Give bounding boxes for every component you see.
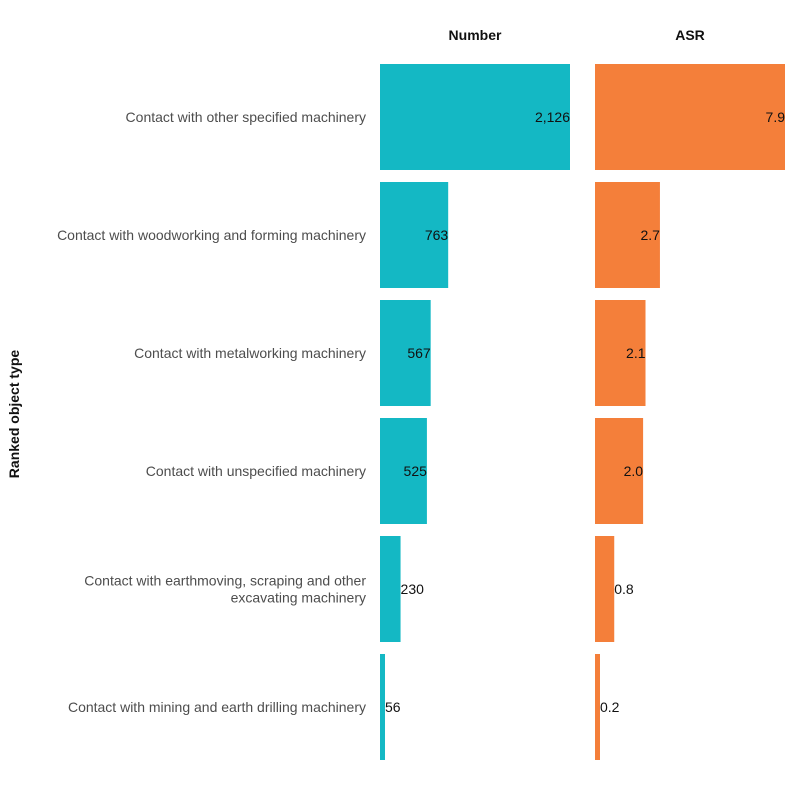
data-label: 230 <box>401 581 425 597</box>
data-label: 2,126 <box>535 109 570 125</box>
bar <box>380 418 427 524</box>
category-label-line: Contact with woodworking and forming mac… <box>57 227 366 243</box>
data-label: 2.0 <box>624 463 644 479</box>
data-label: 7.9 <box>766 109 786 125</box>
category-label-line: Contact with earthmoving, scraping and o… <box>84 573 366 589</box>
category-label: Contact with other specified machinery <box>126 109 366 125</box>
category-label: Contact with metalworking machinery <box>134 345 366 361</box>
bar <box>380 300 431 406</box>
category-label: Contact with mining and earth drilling m… <box>68 699 366 715</box>
bar <box>380 654 386 760</box>
category-label-line: excavating machinery <box>231 590 366 606</box>
category-label: Contact with woodworking and forming mac… <box>57 227 366 243</box>
panel-number: Number 2,126 763 567 525 230 56 <box>380 27 570 760</box>
category-label-line: Contact with other specified machinery <box>126 109 366 125</box>
panel-title: Number <box>449 27 502 43</box>
panel-title: ASR <box>675 27 705 43</box>
category-label-line: Contact with mining and earth drilling m… <box>68 699 366 715</box>
data-label: 567 <box>407 345 431 361</box>
data-label: 763 <box>425 227 449 243</box>
bar <box>595 418 644 524</box>
y-axis-title: Ranked object type <box>6 350 22 479</box>
data-label: 0.8 <box>614 581 634 597</box>
data-label: 2.7 <box>640 227 660 243</box>
data-label: 525 <box>404 463 428 479</box>
panels: Number 2,126 763 567 525 230 56 ASR 7.9 2.7 2.1 2.0… <box>380 27 785 760</box>
data-label: 56 <box>385 699 401 715</box>
data-label: 2.1 <box>626 345 646 361</box>
panel-asr: ASR 7.9 2.7 2.1 2.0 0.8 0.2 <box>595 27 785 760</box>
category-label-line: Contact with metalworking machinery <box>134 345 366 361</box>
category-label: Contact with earthmoving, scraping and o… <box>84 573 366 606</box>
bar <box>380 536 401 642</box>
category-labels: Contact with other specified machinery Co… <box>57 109 366 715</box>
bar <box>595 64 785 170</box>
bar <box>380 182 449 288</box>
bar <box>595 654 600 760</box>
category-label-line: Contact with unspecified machinery <box>146 463 366 479</box>
bar <box>380 64 570 170</box>
category-label: Contact with unspecified machinery <box>146 463 366 479</box>
bar <box>595 182 660 288</box>
bar <box>595 536 615 642</box>
bar <box>595 300 646 406</box>
data-label: 0.2 <box>600 699 620 715</box>
